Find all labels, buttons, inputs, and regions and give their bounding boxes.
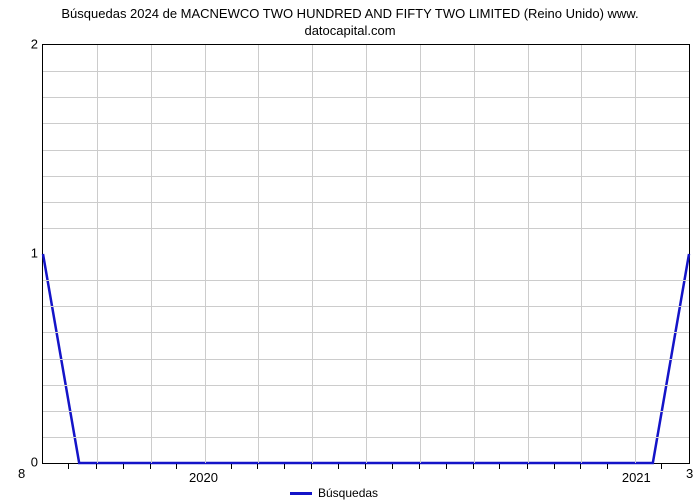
x-axis-minor-tick <box>150 464 151 469</box>
x-axis-tick-label: 2021 <box>622 470 651 485</box>
gridline-vertical <box>420 45 421 463</box>
x-axis-minor-tick <box>580 464 581 469</box>
x-axis-minor-tick <box>499 464 500 469</box>
x-axis-minor-tick <box>311 464 312 469</box>
chart-title-line1: Búsquedas 2024 de MACNEWCO TWO HUNDRED A… <box>61 6 638 21</box>
gridline-vertical <box>205 45 206 463</box>
x-axis-minor-tick <box>554 464 555 469</box>
gridline-vertical <box>581 45 582 463</box>
gridline-vertical <box>312 45 313 463</box>
plot-area <box>42 44 690 464</box>
gridline-vertical <box>151 45 152 463</box>
x-axis-minor-tick <box>96 464 97 469</box>
x-axis-minor-tick <box>446 464 447 469</box>
x-axis-minor-tick <box>284 464 285 469</box>
x-axis-minor-tick <box>176 464 177 469</box>
gridline-vertical <box>366 45 367 463</box>
x-axis-minor-tick <box>338 464 339 469</box>
x-axis-minor-tick <box>661 464 662 469</box>
legend-label: Búsquedas <box>318 486 378 500</box>
y-axis-tick-label: 0 <box>18 455 38 470</box>
chart-title: Búsquedas 2024 de MACNEWCO TWO HUNDRED A… <box>0 6 700 40</box>
x-axis-minor-tick <box>527 464 528 469</box>
x-axis-minor-tick <box>607 464 608 469</box>
legend: Búsquedas <box>290 486 378 500</box>
x-axis-minor-tick <box>68 464 69 469</box>
x-axis-minor-tick <box>392 464 393 469</box>
x-axis-minor-tick <box>123 464 124 469</box>
y-axis-tick-label: 2 <box>18 37 38 52</box>
legend-swatch <box>290 492 312 495</box>
y-axis-tick-label: 1 <box>18 246 38 261</box>
corner-bottom-right: 3 <box>686 466 693 481</box>
gridline-vertical <box>528 45 529 463</box>
x-axis-minor-tick <box>231 464 232 469</box>
chart-title-line2: datocapital.com <box>304 23 395 38</box>
x-axis-tick-label: 2020 <box>189 470 218 485</box>
gridline-vertical <box>258 45 259 463</box>
x-axis-minor-tick <box>419 464 420 469</box>
gridline-vertical <box>474 45 475 463</box>
x-axis-minor-tick <box>257 464 258 469</box>
x-axis-minor-tick <box>473 464 474 469</box>
gridline-vertical <box>97 45 98 463</box>
gridline-vertical <box>635 45 636 463</box>
x-axis-minor-tick <box>365 464 366 469</box>
